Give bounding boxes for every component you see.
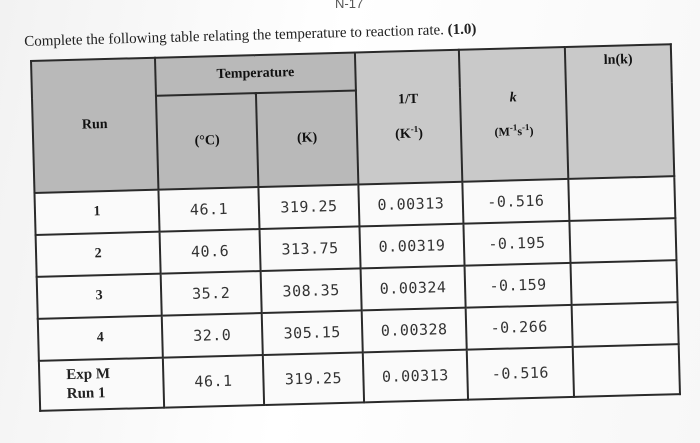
inverse-temperature-cell[interactable]: 0.00313	[362, 349, 469, 403]
rate-table: Run Temperature 1/T (K-1) k (M-1s-1) ln(…	[30, 43, 681, 412]
kelvin-cell[interactable]: 305.15	[261, 310, 363, 356]
run-cell: 1	[34, 189, 160, 235]
rate-constant-label: k	[509, 89, 517, 105]
header-kelvin: (K)	[255, 90, 359, 188]
header-rate-constant: k (M-1s-1)	[458, 46, 569, 182]
rate-constant-cell[interactable]: -0.516	[466, 346, 575, 400]
inverse-temperature-cell[interactable]: 0.00313	[358, 181, 464, 227]
rate-constant-cell[interactable]: -0.266	[465, 304, 573, 350]
kelvin-cell[interactable]: 319.25	[262, 352, 365, 405]
inverse-temperature-label: 1/T	[397, 91, 419, 108]
celsius-cell[interactable]: 46.1	[158, 187, 260, 232]
run-cell: 2	[35, 231, 161, 277]
run-cell: Exp M Run 1	[38, 357, 165, 411]
rate-constant-cell[interactable]: -0.195	[463, 220, 571, 266]
rate-constant-cell[interactable]: -0.159	[464, 262, 572, 308]
ln-k-cell[interactable]	[571, 302, 679, 347]
ln-k-cell[interactable]	[569, 218, 677, 263]
inverse-temperature-cell[interactable]: 0.00328	[361, 307, 467, 353]
points-label: (1.0)	[447, 21, 477, 39]
ln-k-cell[interactable]	[568, 176, 676, 221]
header-celsius: (°C)	[155, 93, 259, 190]
kelvin-cell[interactable]: 319.25	[258, 184, 360, 230]
rate-constant-cell[interactable]: -0.516	[462, 178, 570, 224]
rate-table-container: Run Temperature 1/T (K-1) k (M-1s-1) ln(…	[30, 43, 681, 412]
ln-k-cell[interactable]	[572, 344, 680, 397]
run-cell: 4	[37, 315, 163, 361]
instructions-text: Complete the following table relating th…	[24, 21, 477, 51]
ln-k-cell[interactable]	[570, 260, 678, 305]
page-header-fragment: N-17	[335, 0, 364, 11]
celsius-cell[interactable]: 32.0	[161, 313, 263, 358]
inverse-temperature-cell[interactable]: 0.00319	[359, 223, 465, 269]
celsius-cell[interactable]: 40.6	[159, 229, 261, 274]
inverse-temperature-units: (K-1)	[394, 123, 424, 142]
celsius-cell[interactable]: 35.2	[160, 271, 262, 316]
header-run: Run	[31, 57, 159, 193]
kelvin-cell[interactable]: 313.75	[259, 226, 361, 272]
instructions-sentence: Complete the following table relating th…	[24, 22, 445, 50]
kelvin-cell[interactable]: 308.35	[260, 268, 362, 314]
run-cell: 3	[36, 273, 162, 319]
celsius-cell[interactable]: 46.1	[162, 355, 265, 408]
header-inverse-temperature: 1/T (K-1)	[354, 49, 463, 185]
header-ln-k: ln(k)	[564, 44, 675, 179]
header-temperature: Temperature	[154, 52, 356, 96]
rate-constant-units: (M-1s-1)	[494, 121, 534, 139]
inverse-temperature-cell[interactable]: 0.00324	[360, 265, 466, 311]
